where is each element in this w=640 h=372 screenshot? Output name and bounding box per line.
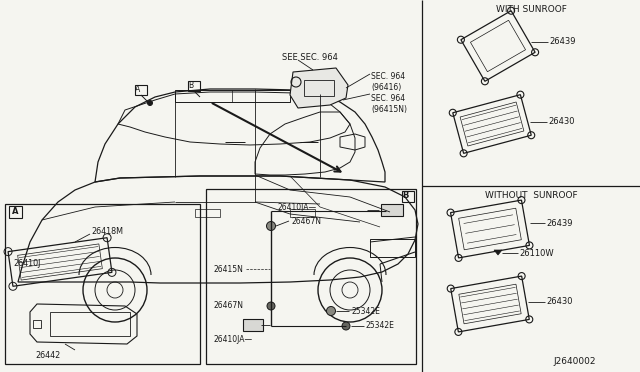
- Text: 25342E: 25342E: [351, 307, 380, 315]
- Polygon shape: [494, 250, 502, 255]
- Text: 26442: 26442: [35, 352, 60, 360]
- Bar: [195, 209, 220, 217]
- Text: WITHOUT  SUNROOF: WITHOUT SUNROOF: [484, 192, 577, 201]
- Bar: [135, 85, 147, 95]
- Bar: [9, 206, 22, 218]
- Text: 26467N: 26467N: [291, 217, 321, 225]
- Text: SEC. 964
(96416): SEC. 964 (96416): [371, 72, 405, 92]
- Text: 26410J: 26410J: [13, 260, 40, 269]
- Text: WITH SUNROOF: WITH SUNROOF: [495, 6, 566, 15]
- Circle shape: [147, 100, 152, 106]
- Text: A: A: [12, 208, 19, 217]
- Text: SEC. 964
(96415N): SEC. 964 (96415N): [371, 94, 407, 114]
- Text: 26439: 26439: [546, 218, 573, 228]
- Text: 26467N: 26467N: [214, 301, 244, 311]
- Bar: [188, 81, 200, 91]
- Circle shape: [342, 322, 350, 330]
- Text: B: B: [188, 81, 193, 90]
- Bar: [304, 80, 334, 96]
- Bar: [206, 189, 416, 364]
- Text: 26439: 26439: [549, 38, 575, 46]
- Bar: [381, 204, 403, 216]
- Text: 26430: 26430: [548, 118, 575, 126]
- Text: A: A: [136, 86, 141, 94]
- Bar: [290, 209, 315, 217]
- Text: 26418M: 26418M: [91, 228, 123, 237]
- Bar: [175, 90, 290, 102]
- Circle shape: [267, 302, 275, 310]
- Text: 26410JA—: 26410JA—: [278, 202, 317, 212]
- Bar: [33, 320, 41, 328]
- Text: B: B: [402, 192, 408, 201]
- Bar: [370, 239, 415, 257]
- Text: 25342E: 25342E: [366, 321, 395, 330]
- Bar: [402, 191, 414, 202]
- Text: 26415N: 26415N: [214, 264, 244, 273]
- Circle shape: [266, 221, 275, 231]
- Bar: [243, 319, 263, 331]
- Text: 26410JA—: 26410JA—: [214, 336, 253, 344]
- Circle shape: [326, 307, 335, 315]
- Text: SEE SEC. 964: SEE SEC. 964: [282, 52, 338, 61]
- Polygon shape: [290, 68, 348, 108]
- Bar: [5, 204, 200, 364]
- Text: 26430: 26430: [546, 298, 573, 307]
- Bar: [50, 312, 130, 336]
- Text: 26110W: 26110W: [519, 248, 554, 257]
- Text: J2640002: J2640002: [554, 357, 596, 366]
